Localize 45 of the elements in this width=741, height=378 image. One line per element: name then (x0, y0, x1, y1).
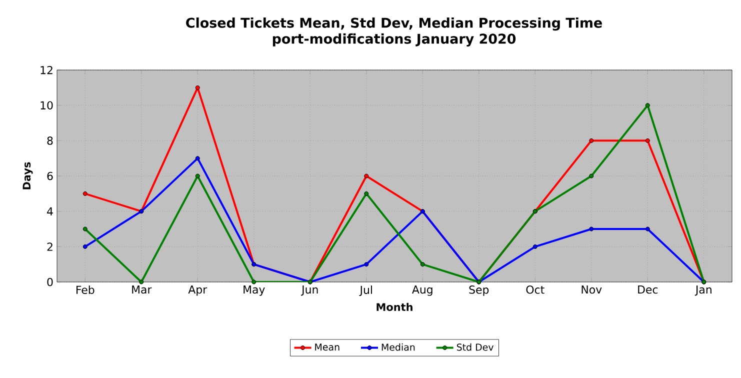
point (420, 262, 425, 267)
point (195, 85, 200, 90)
point (645, 103, 650, 108)
x-tick-label: Mar (132, 286, 152, 294)
point (364, 174, 369, 178)
point (252, 280, 256, 284)
x-tick-label: Jan (694, 286, 712, 296)
point (589, 138, 594, 143)
point (82, 191, 88, 196)
legend-label: Std Dev (456, 343, 494, 351)
x-tick-label: Aug (412, 286, 432, 296)
point (589, 226, 594, 232)
x-tick-label: Jun (301, 286, 318, 296)
x-tick-label: Sep (469, 286, 489, 296)
chart-title: Closed Tickets Mean, Std Dev, Median Processing Time (186, 17, 602, 31)
point (82, 244, 88, 249)
x-axis-title: Month (376, 302, 412, 311)
point (532, 244, 538, 249)
y-tick-label: 10 (40, 101, 53, 110)
y-tick-label: 6 (47, 172, 53, 180)
y-tick-label: 0 (47, 278, 53, 286)
point (589, 174, 594, 178)
x-tick-label: Nov (582, 286, 602, 294)
point (139, 280, 144, 284)
chart-subtitle: port-modifications January 2020 (272, 33, 516, 47)
point (645, 226, 650, 232)
y-axis-title: Days (22, 162, 33, 190)
point (364, 191, 369, 196)
x-tick-label: Dec (638, 286, 658, 294)
y-tick-label: 4 (47, 207, 53, 216)
point (195, 156, 200, 161)
legend-label: Median (382, 343, 415, 351)
y-tick-label: 12 (40, 66, 52, 74)
x-tick-label: Apr (188, 286, 208, 296)
x-tick-label: Oct (526, 286, 544, 294)
point (645, 138, 650, 143)
y-tick-label: 2 (47, 242, 52, 251)
point (82, 226, 88, 232)
point (195, 174, 200, 178)
x-tick-label: Feb (76, 286, 94, 294)
y-tick-label: 8 (47, 136, 53, 145)
legend-label: Mean (315, 344, 340, 351)
x-tick-label: May (244, 286, 265, 296)
x-tick-label: Jul (359, 286, 372, 296)
point (364, 262, 369, 267)
